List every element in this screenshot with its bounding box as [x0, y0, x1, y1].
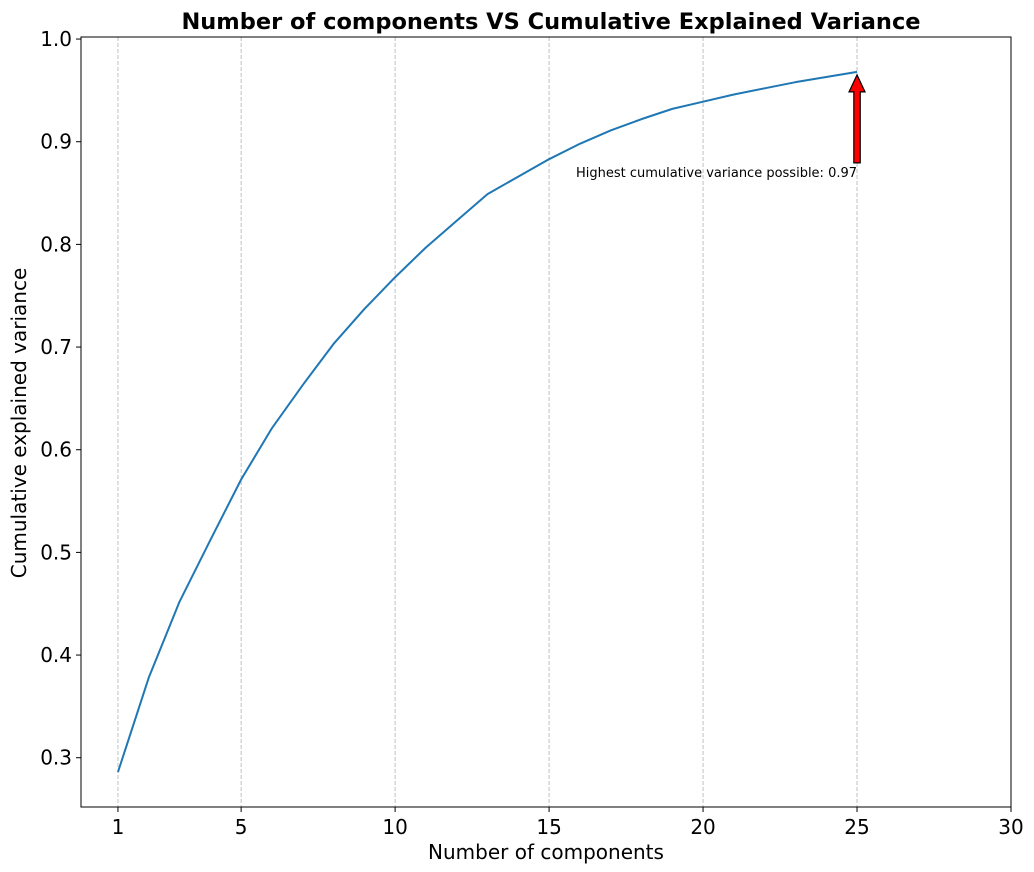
annotation-text: Highest cumulative variance possible: 0.…: [576, 166, 857, 181]
x-tick-label: 30: [998, 815, 1023, 839]
x-tick-label: 1: [112, 815, 125, 839]
series-line: [116, 70, 858, 773]
chart-title: Number of components VS Cumulative Expla…: [181, 9, 920, 35]
y-tick-label: 1.0: [40, 27, 72, 51]
x-axis: 1 5 10 15 20 25 30: [112, 807, 1024, 839]
y-tick-label: 0.9: [40, 130, 72, 154]
x-tick-label: 20: [690, 815, 715, 839]
y-axis: 0.3 0.4 0.5 0.6 0.7 0.8 0.9 1.0: [40, 27, 81, 770]
x-axis-label: Number of components: [428, 840, 664, 864]
x-tick-label: 10: [382, 815, 407, 839]
annotation: Highest cumulative variance possible: 0.…: [576, 73, 866, 181]
x-tick-label: 5: [235, 815, 248, 839]
series-layer: [116, 70, 858, 773]
y-tick-label: 0.3: [40, 746, 72, 770]
y-tick-label: 0.8: [40, 232, 72, 256]
y-tick-label: 0.6: [40, 438, 72, 462]
y-tick-label: 0.7: [40, 335, 72, 359]
y-tick-label: 0.4: [40, 643, 72, 667]
plot-frame: [80, 36, 1012, 808]
x-tick-label: 25: [844, 815, 869, 839]
y-axis-label: Cumulative explained variance: [7, 268, 31, 579]
annotation-arrow: [848, 73, 866, 164]
x-tick-label: 15: [536, 815, 561, 839]
y-tick-label: 0.5: [40, 540, 72, 564]
